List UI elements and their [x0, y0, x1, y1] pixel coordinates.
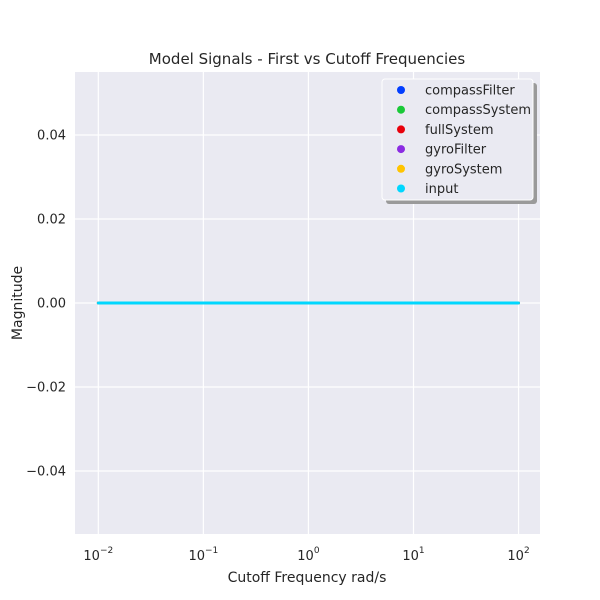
- x-tick-exponent: −1: [205, 546, 218, 556]
- y-tick-label: −0.02: [26, 381, 66, 396]
- y-tick-label: 0.00: [37, 297, 66, 312]
- chart-title: Model Signals - First vs Cutoff Frequenc…: [149, 50, 466, 68]
- y-ticks: 0.04 0.02 0.00 −0.02 −0.04: [26, 129, 66, 480]
- x-tick-label: 10−2: [83, 546, 113, 564]
- y-tick-label: −0.04: [26, 465, 66, 480]
- y-tick-label: 0.04: [37, 129, 66, 144]
- series-layer: [96, 301, 520, 305]
- x-tick-base: 10: [402, 549, 419, 564]
- x-tick-exponent: 1: [419, 546, 425, 556]
- x-tick-label: 100: [297, 546, 320, 564]
- y-tick-label: 0.02: [37, 213, 66, 228]
- x-ticks: 10−2 10−1 100 101 102: [83, 546, 529, 564]
- x-tick-exponent: −2: [100, 546, 113, 556]
- x-tick-label: 10−1: [188, 546, 218, 564]
- x-tick-base: 10: [83, 549, 100, 564]
- x-tick-label: 101: [402, 546, 424, 564]
- x-tick-exponent: 0: [314, 546, 320, 556]
- x-tick-label: 102: [507, 546, 529, 564]
- x-tick-exponent: 2: [524, 546, 530, 556]
- x-tick-base: 10: [297, 549, 314, 564]
- x-tick-base: 10: [188, 549, 205, 564]
- x-tick-base: 10: [507, 549, 524, 564]
